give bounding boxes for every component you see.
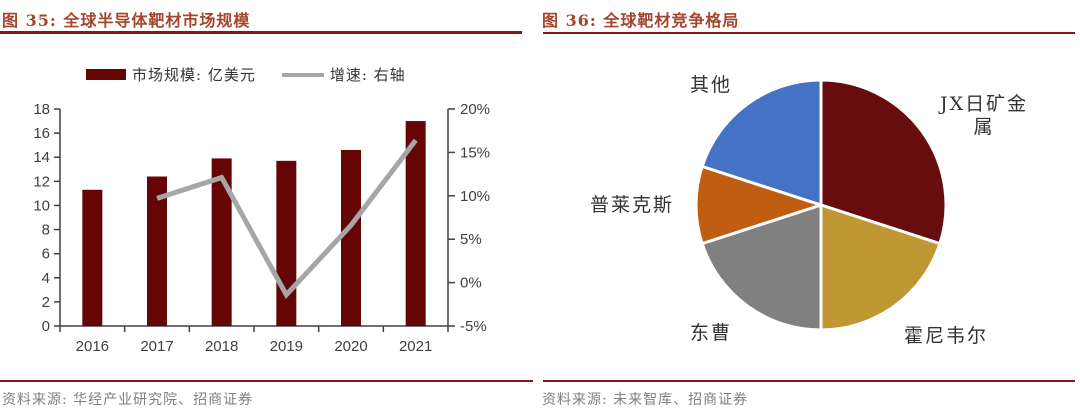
figure-36-title: 图 36: 全球靶材竞争格局 [542, 11, 740, 30]
left-axis-tick-label: 8 [42, 222, 50, 239]
x-axis-category-label: 2016 [76, 338, 109, 355]
pie-label-0: JX日矿金属 [938, 93, 1028, 138]
left-axis-tick-label: 18 [33, 101, 50, 118]
figure-35-title-underline [0, 31, 522, 34]
pie-label-2: 东曹 [690, 322, 732, 344]
left-axis-tick-label: 0 [42, 318, 50, 335]
x-axis-category-label: 2020 [334, 338, 367, 355]
pie-label-3: 普莱克斯 [590, 194, 674, 216]
growth-line [156, 138, 418, 299]
line-series-swatch [281, 72, 324, 77]
bar-line-chart: 0 2 4 6 8 10 12 14 16 18 -5% 0% 5% 10% 15% 20% 2016 2017 2… [33, 101, 490, 355]
legend-item-market-size: 市场规模: 亿美元 [86, 64, 256, 85]
right-axis-tick-label: 20% [460, 101, 490, 118]
right-axis-tick-label: -5% [460, 318, 487, 335]
bar-2017 [147, 176, 167, 326]
line-series-label: 增速: 右轴 [329, 66, 406, 84]
left-axis-tick-label: 2 [42, 294, 50, 311]
left-axis-tick-label: 4 [42, 270, 50, 287]
bar-2021 [405, 121, 426, 326]
pie-slice-3 [694, 164, 823, 246]
left-axis-tick-label: 6 [42, 246, 50, 263]
bar-2016 [82, 189, 103, 326]
bar-2018 [211, 158, 232, 326]
figure-35: 图 35: 全球半导体靶材市场规模 市场规模: 亿美元 增速: 右轴 0 2 4 6 8… [0, 11, 533, 408]
figure-35-title: 图 35: 全球半导体靶材市场规模 [2, 11, 251, 30]
right-axis-tick-label: 10% [460, 188, 490, 205]
pie-label-1: 霍尼韦尔 [904, 325, 988, 347]
bar-series-swatch [86, 69, 126, 80]
right-axis-tick-label: 0% [460, 275, 482, 292]
pie-slice-0 [819, 78, 948, 246]
figure-35-source: 资料来源: 华经产业研究院、招商证券 [2, 392, 254, 408]
bar-2020 [341, 149, 361, 326]
left-axis-tick-label: 12 [33, 173, 50, 190]
figure-36: 图 36: 全球靶材竞争格局 JX日矿金属霍尼韦尔 东曹 普莱克斯 其他 资料来源: … [540, 0, 1080, 415]
left-axis-tick-label: 16 [33, 125, 50, 142]
figure-36-source: 资料来源: 未来智库、招商证券 [542, 392, 749, 408]
pie-label-4: 其他 [690, 74, 732, 96]
pie-slice-4 [700, 78, 823, 207]
x-axis-category-label: 2021 [399, 338, 432, 355]
bar-2019 [276, 160, 297, 326]
x-axis-category-label: 2018 [205, 338, 238, 355]
right-axis-tick-label: 15% [460, 144, 490, 161]
x-axis-category-label: 2017 [140, 338, 173, 355]
figure-36-title-underline [543, 32, 1075, 34]
figure-36-source-divider [543, 380, 1075, 382]
bar-series-label: 市场规模: 亿美元 [132, 66, 256, 84]
right-axis-tick-label: 5% [460, 231, 482, 248]
x-axis-category-label: 2019 [270, 338, 303, 355]
figure-35-source-divider [0, 380, 533, 382]
pie-slice-1 [819, 203, 942, 332]
figure-35-legend: 市场规模: 亿美元 增速: 右轴 [86, 64, 406, 85]
legend-item-growth: 增速: 右轴 [281, 64, 406, 85]
pie-slice-2 [700, 203, 823, 332]
left-axis-tick-label: 10 [33, 197, 50, 214]
left-axis-tick-label: 14 [33, 149, 50, 166]
